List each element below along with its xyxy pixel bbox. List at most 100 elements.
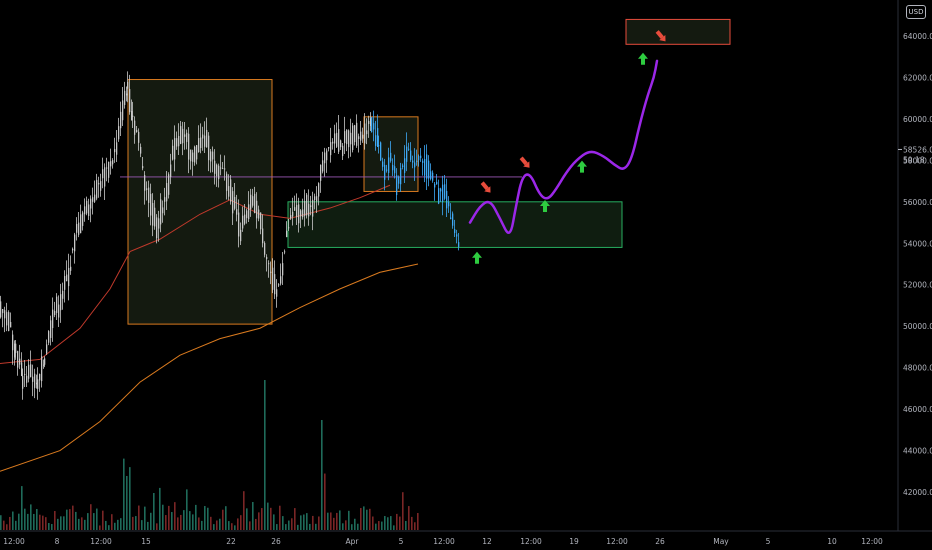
volume-bar [417, 513, 419, 530]
up-arrow-icon [638, 52, 648, 65]
candle-body [82, 212, 84, 226]
volume-bar [129, 467, 131, 530]
candle-body [26, 375, 28, 383]
candle-body [74, 234, 76, 252]
y-tick-label: 54000.0 [903, 239, 932, 248]
candle-body [160, 199, 162, 225]
candle-body [416, 160, 418, 162]
volume-bar [354, 518, 356, 530]
candle-body [12, 334, 14, 351]
x-tick-label: 15 [141, 537, 151, 546]
volume-bar [201, 520, 203, 530]
candle-body [222, 168, 224, 170]
candle-body [88, 204, 90, 217]
volume-bar [414, 522, 416, 530]
candle-body [230, 179, 232, 202]
candle-body [110, 161, 112, 167]
candle-body [41, 356, 43, 382]
countdown-label: 50:18 [903, 155, 925, 164]
candle-body [390, 152, 392, 161]
candle-body [127, 81, 129, 89]
candle-body [194, 146, 196, 163]
up-arrow-icon [577, 160, 587, 173]
candle-body [377, 128, 379, 147]
volume-bar [168, 505, 170, 530]
volume-bar [147, 521, 149, 530]
volume-bar [246, 508, 248, 530]
candle-body [430, 171, 432, 180]
candle-body [102, 169, 104, 179]
candle-body [344, 131, 346, 144]
volume-bar [153, 492, 155, 530]
candle-body [274, 274, 276, 295]
volume-bars [0, 380, 419, 530]
volume-bar [117, 519, 119, 530]
volume-bar [321, 420, 323, 530]
candle-body [360, 131, 362, 141]
candle-body [452, 213, 454, 226]
candle-body [238, 212, 240, 237]
candle-body [96, 179, 98, 199]
volume-bar [327, 512, 329, 530]
candle-body [434, 183, 436, 188]
x-tick-label: 12:00 [3, 537, 25, 546]
candle-body [392, 164, 394, 171]
volume-bar [102, 510, 104, 530]
volume-bar [120, 518, 122, 530]
volume-bar [210, 516, 212, 530]
candle-body [268, 263, 270, 265]
volume-bar [291, 518, 293, 530]
candle-body [386, 169, 388, 171]
candle-body [142, 166, 144, 169]
candle-body [280, 276, 282, 284]
candle-body [131, 111, 133, 121]
moving-average-1 [0, 184, 391, 364]
volume-bar [399, 516, 401, 530]
volume-bar [282, 516, 284, 530]
candle-body [454, 229, 456, 234]
y-tick-label: 48000.0 [903, 364, 932, 373]
volume-bar [276, 524, 278, 530]
candle-body [198, 138, 200, 153]
sell-marker-stem [480, 181, 489, 191]
candle-body [170, 164, 172, 178]
candle-body [342, 145, 344, 157]
candle-body [176, 138, 178, 147]
volume-bar [381, 521, 383, 530]
candle-body [250, 194, 252, 210]
candle-body [408, 148, 410, 150]
volume-bar [363, 506, 365, 530]
candle-body [76, 223, 78, 233]
volume-bar [27, 513, 29, 530]
volume-bar [372, 516, 374, 530]
volume-bar [357, 523, 359, 530]
volume-bar [69, 509, 71, 530]
volume-bar [375, 523, 377, 530]
candle-body [86, 200, 88, 214]
candle-body [174, 138, 176, 160]
volume-bar [21, 486, 23, 530]
candle-body [442, 184, 444, 202]
volume-bar [330, 512, 332, 530]
volume-bar [57, 518, 59, 530]
volume-bar [222, 509, 224, 530]
volume-bar [234, 525, 236, 530]
currency-badge[interactable]: USD [906, 5, 926, 19]
candle-body [326, 150, 328, 161]
volume-bar [180, 514, 182, 530]
candle-body [254, 193, 256, 214]
candle-body [294, 207, 296, 211]
candle-body [410, 150, 412, 160]
sell-marker-head [659, 34, 666, 42]
volume-bar [240, 515, 242, 530]
candle-body [132, 115, 134, 118]
candle-body [224, 168, 226, 170]
candle-body [252, 196, 254, 206]
candle-body [428, 160, 430, 179]
candle-body [64, 276, 66, 290]
candle-body [384, 164, 386, 180]
candle-body [37, 379, 39, 389]
candle-body [324, 152, 326, 164]
